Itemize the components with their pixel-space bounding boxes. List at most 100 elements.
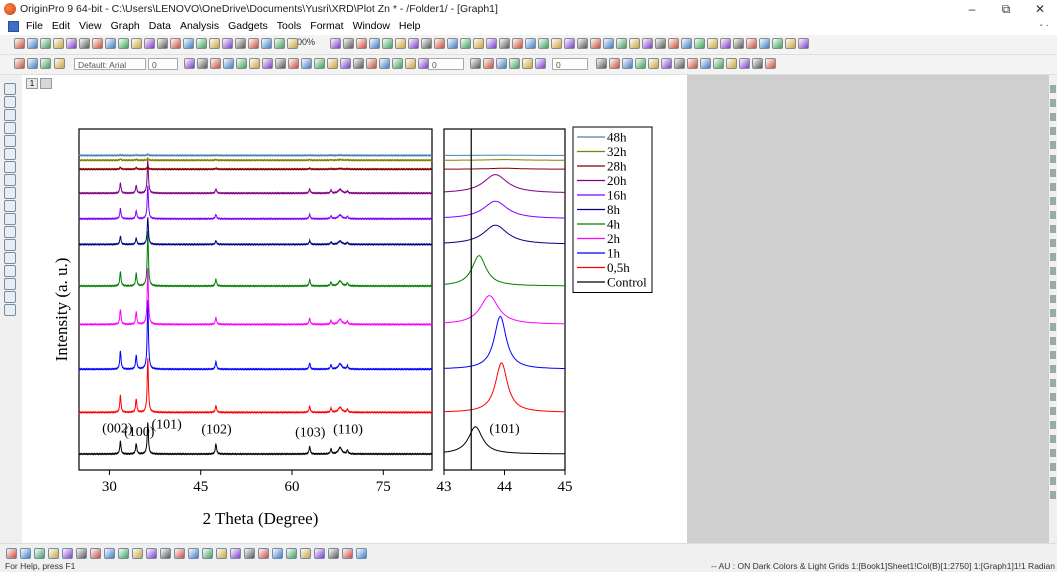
plot-toolbar-button-3[interactable] xyxy=(34,548,45,559)
standard-toolbar-button-39[interactable] xyxy=(538,38,549,49)
plot-toolbar-button-16[interactable] xyxy=(216,548,227,559)
menu-window[interactable]: Window xyxy=(352,20,390,32)
format-toolbar-button-37[interactable] xyxy=(687,58,698,69)
standard-toolbar-button-3[interactable] xyxy=(40,38,51,49)
standard-toolbar-button-5[interactable] xyxy=(66,38,77,49)
format-toolbar-button-22[interactable] xyxy=(405,58,416,69)
format-toolbar-button-1[interactable] xyxy=(14,58,25,69)
right-tool-button-22[interactable] xyxy=(1050,379,1056,387)
standard-toolbar-button-17[interactable] xyxy=(222,38,233,49)
standard-toolbar-button-33[interactable] xyxy=(460,38,471,49)
tool-button-17[interactable] xyxy=(4,291,16,303)
graph-window-icon[interactable] xyxy=(8,21,19,32)
tool-button-3[interactable] xyxy=(4,109,16,121)
menu-data[interactable]: Data xyxy=(148,20,171,32)
format-toolbar-button-8[interactable] xyxy=(223,58,234,69)
plot-toolbar-button-24[interactable] xyxy=(328,548,339,559)
right-tool-button-21[interactable] xyxy=(1050,365,1056,373)
standard-toolbar-button-22[interactable] xyxy=(287,38,298,49)
standard-toolbar-button-13[interactable] xyxy=(170,38,181,49)
right-tool-button-1[interactable] xyxy=(1050,85,1056,93)
standard-toolbar-button-18[interactable] xyxy=(235,38,246,49)
menu-help[interactable]: Help xyxy=(398,20,421,32)
format-toolbar-button-43[interactable] xyxy=(765,58,776,69)
menu-graph[interactable]: Graph xyxy=(110,20,140,32)
tool-button-4[interactable] xyxy=(4,122,16,134)
plot-toolbar-button-23[interactable] xyxy=(314,548,325,559)
close-button[interactable]: ✕ xyxy=(1034,2,1046,16)
right-tool-button-24[interactable] xyxy=(1050,407,1056,415)
standard-toolbar-button-45[interactable] xyxy=(616,38,627,49)
zoom-combo[interactable]: 100% xyxy=(292,37,316,47)
plot-toolbar-button-18[interactable] xyxy=(244,548,255,559)
standard-toolbar-button-49[interactable] xyxy=(668,38,679,49)
format-toolbar-button-11[interactable] xyxy=(262,58,273,69)
format-toolbar-button-33[interactable] xyxy=(635,58,646,69)
font-size-combo[interactable]: 0 xyxy=(148,58,178,70)
standard-toolbar-button-34[interactable] xyxy=(473,38,484,49)
standard-toolbar-button-2[interactable] xyxy=(27,38,38,49)
standard-toolbar-button-59[interactable] xyxy=(798,38,809,49)
format-toolbar-button-30[interactable] xyxy=(596,58,607,69)
standard-toolbar-button-19[interactable] xyxy=(248,38,259,49)
tool-button-18[interactable] xyxy=(4,304,16,316)
format-toolbar-button-32[interactable] xyxy=(622,58,633,69)
standard-toolbar-button-58[interactable] xyxy=(785,38,796,49)
right-tool-button-10[interactable] xyxy=(1050,211,1056,219)
format-toolbar-button-4[interactable] xyxy=(54,58,65,69)
right-tool-button-15[interactable] xyxy=(1050,281,1056,289)
tool-button-15[interactable] xyxy=(4,265,16,277)
plot-toolbar-button-26[interactable] xyxy=(356,548,367,559)
minimize-button[interactable]: – xyxy=(968,2,976,16)
tool-button-11[interactable] xyxy=(4,213,16,225)
tool-button-9[interactable] xyxy=(4,187,16,199)
format-toolbar-button-9[interactable] xyxy=(236,58,247,69)
standard-toolbar-button-20[interactable] xyxy=(261,38,272,49)
standard-toolbar-button-40[interactable] xyxy=(551,38,562,49)
tool-button-7[interactable] xyxy=(4,161,16,173)
standard-toolbar-button-8[interactable] xyxy=(105,38,116,49)
menu-edit[interactable]: Edit xyxy=(51,20,71,32)
format-toolbar-button-31[interactable] xyxy=(609,58,620,69)
right-tool-button-3[interactable] xyxy=(1050,113,1056,121)
plot-toolbar-button-22[interactable] xyxy=(300,548,311,559)
right-tool-button-16[interactable] xyxy=(1050,295,1056,303)
right-tool-button-4[interactable] xyxy=(1050,127,1056,135)
standard-toolbar-button-41[interactable] xyxy=(564,38,575,49)
right-tool-button-12[interactable] xyxy=(1050,239,1056,247)
format-toolbar-button-10[interactable] xyxy=(249,58,260,69)
format-toolbar-button-34[interactable] xyxy=(648,58,659,69)
format-toolbar-button-15[interactable] xyxy=(314,58,325,69)
standard-toolbar-button-27[interactable] xyxy=(382,38,393,49)
standard-toolbar-button-31[interactable] xyxy=(434,38,445,49)
standard-toolbar-button-51[interactable] xyxy=(694,38,705,49)
format-toolbar-button-17[interactable] xyxy=(340,58,351,69)
right-tool-button-26[interactable] xyxy=(1050,435,1056,443)
tool-button-2[interactable] xyxy=(4,96,16,108)
right-tool-button-27[interactable] xyxy=(1050,449,1056,457)
plot-toolbar-button-13[interactable] xyxy=(174,548,185,559)
standard-toolbar-button-7[interactable] xyxy=(92,38,103,49)
standard-toolbar-button-38[interactable] xyxy=(525,38,536,49)
right-tool-button-6[interactable] xyxy=(1050,155,1056,163)
menu-analysis[interactable]: Analysis xyxy=(179,20,220,32)
plot-toolbar-button-14[interactable] xyxy=(188,548,199,559)
right-tool-button-14[interactable] xyxy=(1050,267,1056,275)
format-toolbar-button-18[interactable] xyxy=(353,58,364,69)
format-toolbar-button-6[interactable] xyxy=(197,58,208,69)
right-tool-button-20[interactable] xyxy=(1050,351,1056,359)
mdi-controls[interactable]: - · xyxy=(1039,20,1049,31)
format-toolbar-button-39[interactable] xyxy=(713,58,724,69)
fill-size-combo[interactable]: 0 xyxy=(552,58,588,70)
standard-toolbar-button-57[interactable] xyxy=(772,38,783,49)
standard-toolbar-button-16[interactable] xyxy=(209,38,220,49)
format-toolbar-button-13[interactable] xyxy=(288,58,299,69)
menu-gadgets[interactable]: Gadgets xyxy=(228,20,268,32)
right-tool-button-17[interactable] xyxy=(1050,309,1056,317)
standard-toolbar-button-12[interactable] xyxy=(157,38,168,49)
tool-button-13[interactable] xyxy=(4,239,16,251)
plot-toolbar-button-8[interactable] xyxy=(104,548,115,559)
tool-button-14[interactable] xyxy=(4,252,16,264)
right-tool-button-28[interactable] xyxy=(1050,463,1056,471)
plot-toolbar-button-11[interactable] xyxy=(146,548,157,559)
